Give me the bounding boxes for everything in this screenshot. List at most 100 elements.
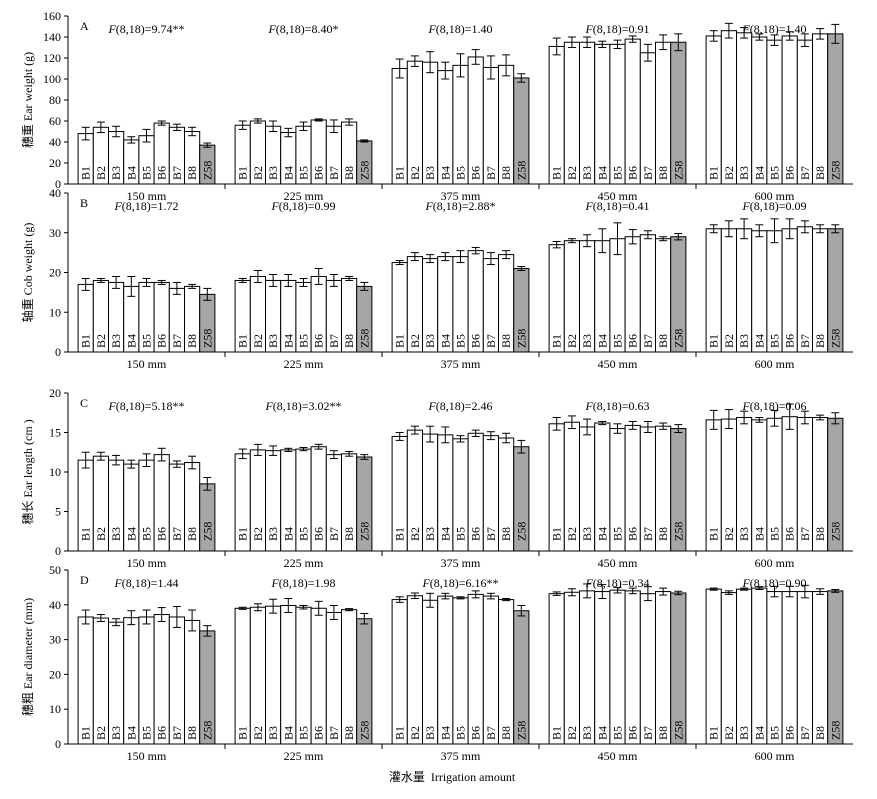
category-label: B1 (236, 726, 250, 740)
y-tick-label: 20 (49, 156, 61, 170)
y-axis-title-cn: 穗重 (21, 124, 35, 148)
category-label: B5 (768, 166, 782, 180)
y-axis-title-en: Ear weight (g) (21, 52, 35, 121)
bar (812, 591, 829, 745)
category-label: B8 (499, 334, 513, 348)
category-label: B4 (281, 527, 295, 541)
category-label: Z58 (671, 329, 685, 348)
f-letter: F (264, 399, 273, 413)
bar (812, 33, 829, 185)
bar-group: F(8,18)=0.41 450 mm B1 B2 B3 B4 B5 B6 B7 B8 Z58 (538, 199, 687, 371)
category-label: B4 (438, 334, 452, 348)
group-label: 375 mm (441, 556, 481, 570)
bar (720, 30, 737, 185)
category-label: B4 (281, 726, 295, 740)
category-label: B1 (79, 527, 93, 541)
f-letter: F (584, 22, 593, 36)
bar (639, 593, 656, 745)
bar-group: F(8,18)=1.44 150 mm B1 B2 B3 B4 B5 B6 B7 B8 Z58 (77, 576, 216, 763)
category-label: Z58 (357, 329, 371, 348)
category-label: B2 (722, 334, 736, 348)
bar (720, 592, 737, 745)
y-axis-title-en: Cob weight (g) (21, 223, 35, 296)
category-label: B5 (611, 527, 625, 541)
category-label: B6 (626, 527, 640, 541)
bar-group: F(8,18)=8.40* 225 mm B1 B2 B3 B4 B5 B6 B7 B8 Z58 (224, 22, 373, 203)
bar (720, 228, 737, 353)
category-label: B7 (327, 726, 341, 740)
category-label: B2 (408, 527, 422, 541)
category-label: B1 (79, 726, 93, 740)
category-label: B1 (79, 334, 93, 348)
y-tick-label: 20 (49, 266, 61, 280)
f-value: (8,18)=2.46 (436, 399, 493, 413)
y-tick-label: 10 (49, 702, 61, 716)
category-label: B4 (124, 166, 138, 180)
category-label: B2 (94, 527, 108, 541)
category-label: B2 (251, 166, 265, 180)
f-letter: F (270, 576, 279, 590)
group-label: 375 mm (441, 357, 481, 371)
category-label: B2 (94, 166, 108, 180)
category-label: B1 (550, 334, 564, 348)
category-label: B3 (423, 166, 437, 180)
category-label: B6 (626, 334, 640, 348)
category-label: B4 (438, 726, 452, 740)
y-axis-title: 穗粗 Ear diameter (mm) (21, 598, 35, 716)
category-label: B8 (656, 166, 670, 180)
category-label: B8 (185, 527, 199, 541)
category-label: B2 (722, 166, 736, 180)
y-tick-label: 20 (49, 386, 61, 400)
category-label: B7 (170, 334, 184, 348)
group-label: 225 mm (284, 189, 324, 203)
x-axis-title-cn: 灌水量 (389, 770, 425, 784)
bar (766, 591, 783, 745)
f-statistic: F(8,18)=2.88* (424, 199, 495, 213)
bar (325, 611, 342, 745)
bar (624, 38, 641, 185)
f-value: (8,18)=0.06 (750, 399, 807, 413)
bar-group: F(8,18)=0.99 225 mm B1 B2 B3 B4 B5 B6 B7 B8 Z58 (224, 199, 373, 371)
bar-group: F(8,18)=3.02** 225 mm B1 B2 B3 B4 B5 B6 B7 B8 Z58 (224, 399, 373, 570)
category-label: B6 (312, 726, 326, 740)
bar-group: F(8,18)=1.40 600 mm B1 B2 B3 B4 B5 B6 B7 B8 Z58 (695, 22, 844, 203)
f-letter: F (107, 22, 116, 36)
category-label: B1 (707, 527, 721, 541)
category-label: B6 (469, 166, 483, 180)
y-tick-label: 80 (49, 93, 61, 107)
category-label: B2 (408, 726, 422, 740)
bar (280, 604, 297, 745)
category-label: B2 (722, 527, 736, 541)
f-statistic: F(8,18)=1.40 (741, 22, 806, 36)
group-label: 600 mm (755, 749, 795, 763)
f-statistic: F(8,18)=1.72 (113, 199, 178, 213)
bar (406, 595, 423, 745)
category-label: B6 (783, 334, 797, 348)
bar (766, 39, 783, 185)
category-label: B7 (484, 726, 498, 740)
category-label: B5 (297, 726, 311, 740)
category-label: Z58 (200, 721, 214, 740)
group-label: 450 mm (598, 357, 638, 371)
bar (548, 593, 565, 745)
y-tick-label: 40 (49, 135, 61, 149)
category-label: Z58 (357, 161, 371, 180)
bar (184, 619, 201, 745)
category-label: B7 (484, 334, 498, 348)
group-label: 150 mm (127, 749, 167, 763)
bar-group: F(8,18)=2.46 375 mm B1 B2 B3 B4 B5 B6 B7 B8 Z58 (381, 399, 530, 570)
category-label: B5 (140, 726, 154, 740)
y-tick-label: 15 (49, 426, 61, 440)
bar (138, 616, 155, 745)
category-label: B3 (737, 334, 751, 348)
category-label: B6 (783, 726, 797, 740)
f-statistic: F(8,18)=3.02** (264, 399, 341, 413)
category-label: B3 (737, 726, 751, 740)
f-statistic: F(8,18)=0.41 (584, 199, 649, 213)
category-label: B2 (722, 726, 736, 740)
category-label: B2 (565, 527, 579, 541)
category-label: B2 (94, 334, 108, 348)
f-value: (8,18)=1.72 (122, 199, 179, 213)
y-tick-label: 5 (55, 505, 61, 519)
y-tick-label: 40 (49, 186, 61, 200)
